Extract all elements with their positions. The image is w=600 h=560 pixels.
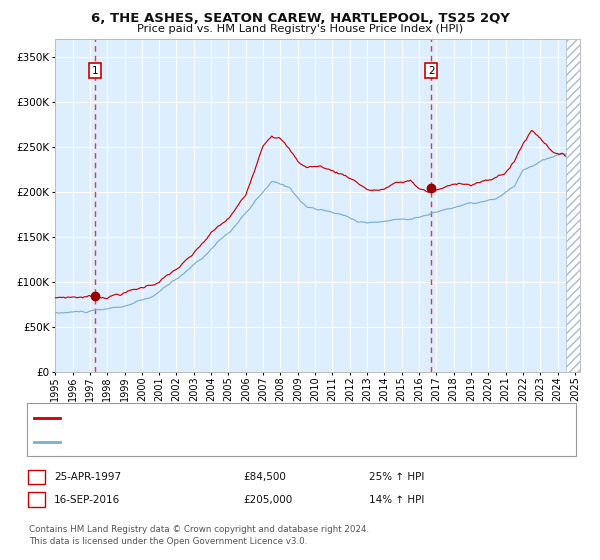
Text: 2: 2 bbox=[33, 494, 40, 505]
Text: 25% ↑ HPI: 25% ↑ HPI bbox=[369, 472, 424, 482]
Text: 2: 2 bbox=[428, 66, 434, 76]
Text: Price paid vs. HM Land Registry's House Price Index (HPI): Price paid vs. HM Land Registry's House … bbox=[137, 24, 463, 34]
Bar bbox=[566, 39, 580, 372]
Text: 1: 1 bbox=[33, 472, 40, 482]
Text: 1: 1 bbox=[92, 66, 99, 76]
Text: 6, THE ASHES, SEATON CAREW, HARTLEPOOL, TS25 2QY (detached house): 6, THE ASHES, SEATON CAREW, HARTLEPOOL, … bbox=[64, 413, 436, 423]
Text: £205,000: £205,000 bbox=[243, 494, 292, 505]
Text: HPI: Average price, detached house, Hartlepool: HPI: Average price, detached house, Hart… bbox=[64, 436, 301, 446]
Text: Contains HM Land Registry data © Crown copyright and database right 2024.
This d: Contains HM Land Registry data © Crown c… bbox=[29, 525, 369, 545]
Text: 25-APR-1997: 25-APR-1997 bbox=[54, 472, 121, 482]
Text: 14% ↑ HPI: 14% ↑ HPI bbox=[369, 494, 424, 505]
Text: £84,500: £84,500 bbox=[243, 472, 286, 482]
Text: 16-SEP-2016: 16-SEP-2016 bbox=[54, 494, 120, 505]
Text: 6, THE ASHES, SEATON CAREW, HARTLEPOOL, TS25 2QY: 6, THE ASHES, SEATON CAREW, HARTLEPOOL, … bbox=[91, 12, 509, 25]
